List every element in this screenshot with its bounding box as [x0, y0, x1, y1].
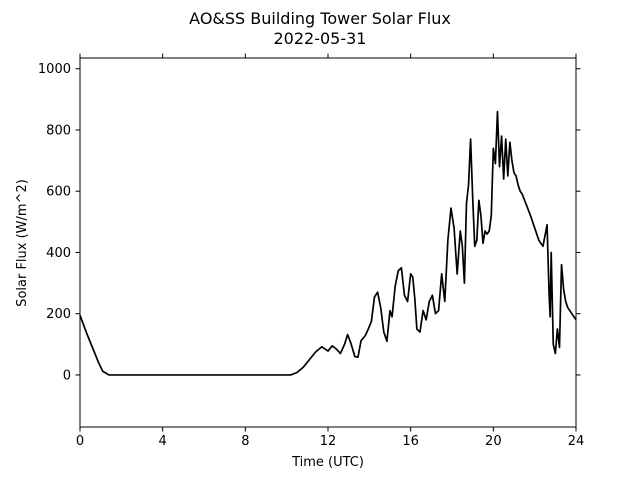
x-tick-label-6: 24: [568, 434, 585, 449]
series-line-0: [79, 110, 577, 376]
plot-frame: [79, 57, 577, 428]
y-tick-label-4: 800: [46, 123, 71, 138]
y-tick-label-2: 400: [46, 246, 71, 261]
x-tick-label-0: 0: [76, 434, 84, 449]
x-axis: 0 4 8 12 16 20 24: [76, 53, 585, 449]
y-tick-label-3: 600: [46, 185, 71, 200]
y-axis-label: Solar Flux (W/m^2): [15, 179, 30, 307]
x-tick-label-3: 12: [320, 434, 337, 449]
y-tick-label-1: 200: [46, 307, 71, 322]
y-tick-label-5: 1000: [38, 62, 71, 77]
x-tick-label-2: 8: [241, 434, 249, 449]
x-tick-label-5: 20: [485, 434, 502, 449]
x-tick-label-4: 16: [402, 434, 419, 449]
y-axis: 0 200 400 600 800 1000: [38, 62, 581, 383]
chart-title: AO&SS Building Tower Solar Flux: [189, 9, 451, 28]
x-axis-label: Time (UTC): [291, 455, 364, 470]
chart-subtitle: 2022-05-31: [274, 29, 367, 48]
y-tick-label-0: 0: [63, 368, 71, 383]
plot-area: [79, 110, 577, 376]
x-tick-label-1: 4: [159, 434, 167, 449]
